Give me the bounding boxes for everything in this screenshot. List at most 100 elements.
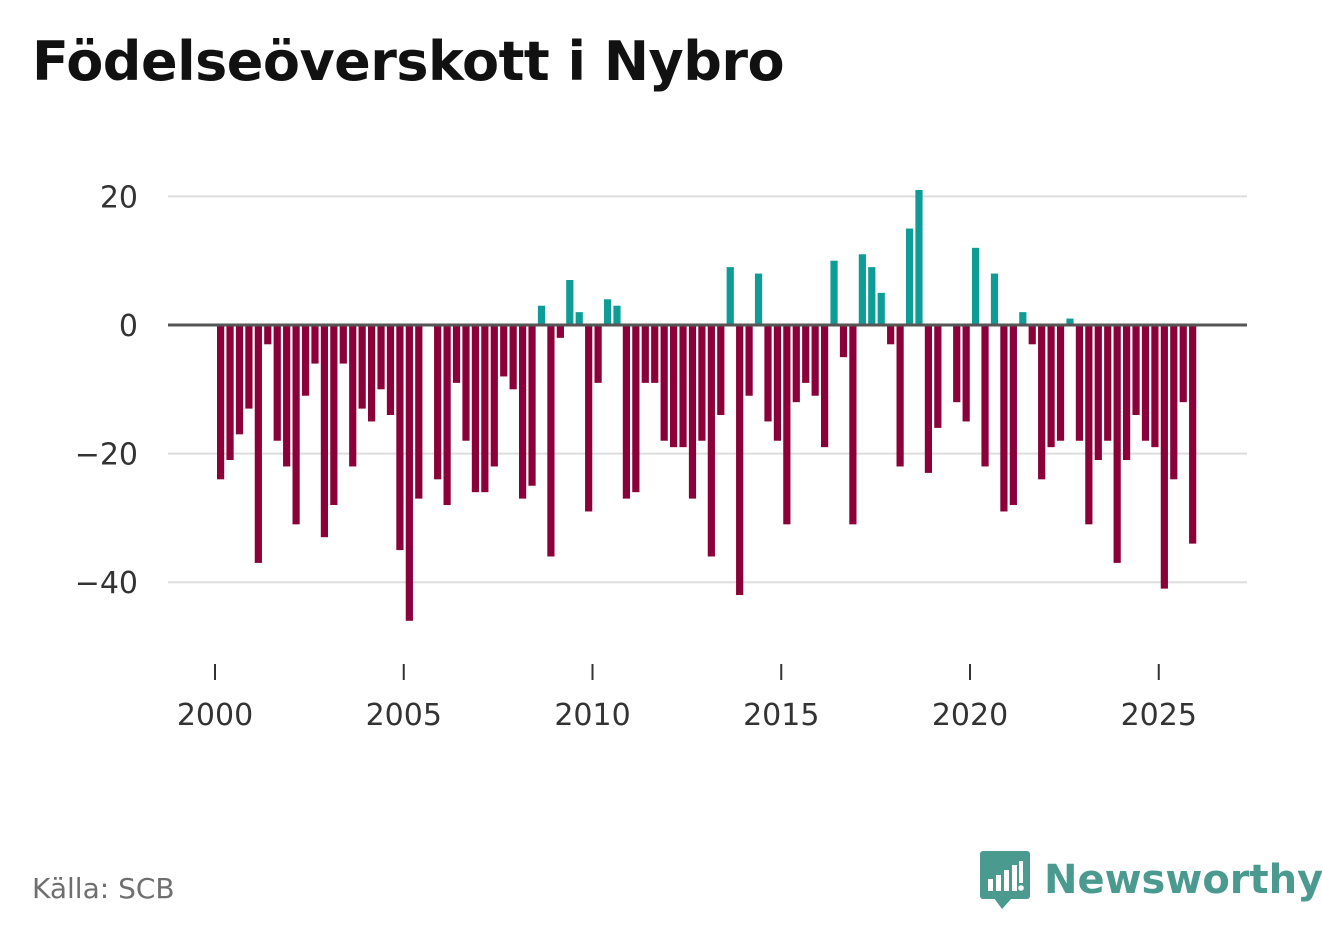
bar xyxy=(292,325,300,525)
bar xyxy=(896,325,904,467)
bar xyxy=(905,228,914,325)
bar xyxy=(254,325,262,563)
brand-logo: Newsworthy xyxy=(980,850,1322,910)
bar xyxy=(443,325,451,506)
y-axis-labels: 20 0 −20 −40 xyxy=(75,180,138,601)
bar xyxy=(1056,325,1065,441)
y-tick-label: 0 xyxy=(119,309,138,344)
bar xyxy=(415,325,423,499)
bar xyxy=(1075,325,1084,441)
bar xyxy=(981,325,989,467)
bar xyxy=(802,325,810,383)
bar xyxy=(1170,325,1178,480)
y-tick-label: −20 xyxy=(75,438,138,473)
bar xyxy=(962,325,970,422)
bar xyxy=(386,325,395,416)
bar xyxy=(839,325,848,358)
bar xyxy=(934,325,942,428)
bar xyxy=(1104,325,1112,441)
bar xyxy=(500,325,508,377)
bar xyxy=(603,299,612,325)
bar xyxy=(641,325,649,383)
bar xyxy=(915,189,923,325)
bar xyxy=(481,325,489,493)
x-tick-label: 2010 xyxy=(554,698,630,733)
x-tick-label: 2000 xyxy=(177,698,253,733)
bar xyxy=(235,325,244,435)
bar xyxy=(792,325,800,403)
bar xyxy=(849,325,857,525)
bar xyxy=(736,325,744,596)
bar xyxy=(953,325,961,403)
bar xyxy=(594,325,602,383)
bar-chart-speech-bubble-icon xyxy=(980,851,1030,909)
bar xyxy=(585,325,593,512)
bar xyxy=(519,325,527,499)
x-tick-label: 2005 xyxy=(366,698,442,733)
bar xyxy=(1151,325,1159,448)
bar xyxy=(613,305,621,325)
bar xyxy=(783,325,791,525)
bar xyxy=(1066,318,1074,325)
bar xyxy=(434,325,442,480)
bar xyxy=(924,325,933,473)
bar xyxy=(1123,325,1131,461)
bar xyxy=(339,325,347,364)
bar xyxy=(217,325,225,480)
bar xyxy=(1160,325,1168,589)
bar xyxy=(575,312,583,325)
source-note: Källa: SCB xyxy=(32,872,175,905)
bar xyxy=(396,325,404,551)
x-axis: 2000 2005 2010 2015 2020 2025 xyxy=(177,664,1197,733)
bar xyxy=(887,325,895,345)
bar xyxy=(330,325,338,506)
bar xyxy=(670,325,678,448)
bar xyxy=(509,325,517,390)
bar xyxy=(452,325,461,383)
bar xyxy=(283,325,291,467)
x-tick-label: 2025 xyxy=(1121,698,1197,733)
bar xyxy=(1094,325,1102,461)
bar xyxy=(1141,325,1150,441)
bar xyxy=(471,325,480,493)
bar xyxy=(368,325,376,422)
bar xyxy=(273,325,281,441)
bar xyxy=(1028,325,1036,345)
bar xyxy=(717,325,725,416)
x-tick-label: 2015 xyxy=(743,698,819,733)
bar xyxy=(877,292,885,325)
bar xyxy=(311,325,319,364)
bar xyxy=(632,325,640,493)
bar xyxy=(622,325,631,499)
bar xyxy=(651,325,659,383)
bar xyxy=(226,325,234,461)
bar xyxy=(566,279,574,325)
bar xyxy=(547,325,555,557)
bar xyxy=(556,325,564,338)
bar xyxy=(405,325,413,621)
bar xyxy=(745,325,753,396)
bar xyxy=(358,325,366,409)
bar xyxy=(754,273,763,325)
bar xyxy=(320,325,329,538)
bar xyxy=(972,247,980,325)
bar xyxy=(1085,325,1093,525)
bar xyxy=(688,325,697,499)
bar xyxy=(528,325,536,486)
bar xyxy=(1113,325,1121,563)
bar xyxy=(462,325,470,441)
bar xyxy=(830,260,838,325)
bar xyxy=(1009,325,1017,506)
x-tick-label: 2020 xyxy=(932,698,1008,733)
bar xyxy=(349,325,357,467)
bar xyxy=(1019,312,1027,325)
y-tick-label: 20 xyxy=(100,180,138,215)
bar xyxy=(821,325,829,448)
bar xyxy=(1000,325,1008,512)
bar xyxy=(264,325,272,345)
bar xyxy=(764,325,772,422)
bar xyxy=(858,254,866,325)
bar xyxy=(990,273,999,325)
bar xyxy=(377,325,385,390)
